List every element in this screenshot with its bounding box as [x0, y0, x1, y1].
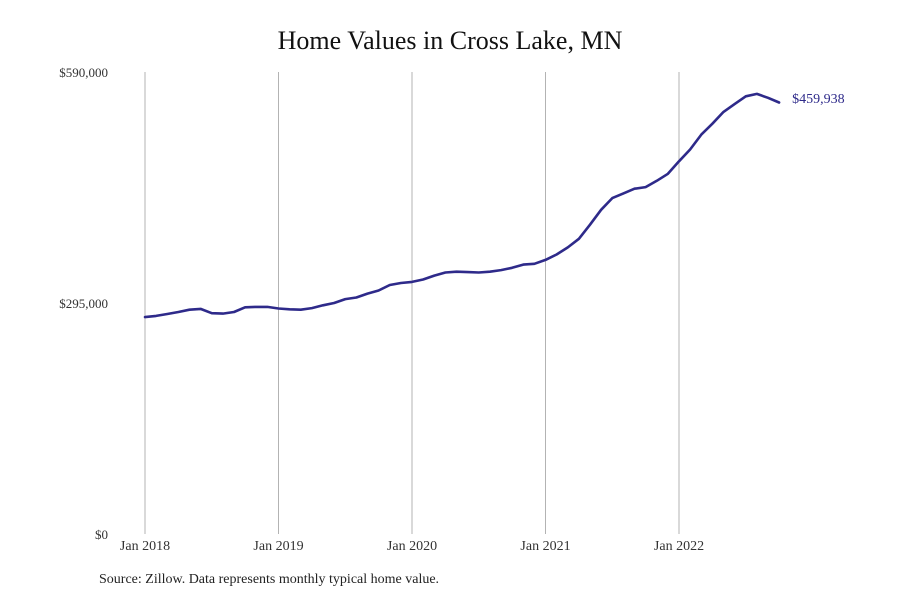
grid-layer [144, 72, 680, 534]
x-tick-label: Jan 2022 [654, 539, 704, 554]
series-line [143, 92, 781, 319]
x-axis-ticks: Jan 2018 Jan 2019 Jan 2020 Jan 2021 Jan 2022 [120, 539, 704, 554]
end-value-label: $459,938 [792, 92, 845, 107]
label-layer: $459,938 [792, 92, 845, 107]
series-layer [143, 92, 781, 319]
x-tick-label: Jan 2020 [387, 539, 437, 554]
y-tick-label: $0 [95, 527, 108, 542]
y-axis-ticks: $0 $295,000 $590,000 [59, 65, 108, 542]
x-tick-label: Jan 2019 [253, 539, 303, 554]
y-tick-label: $590,000 [59, 65, 108, 80]
y-tick-label: $295,000 [59, 296, 108, 311]
source-note: Source: Zillow. Data represents monthly … [99, 572, 440, 587]
x-tick-label: Jan 2021 [520, 539, 570, 554]
chart-title: Home Values in Cross Lake, MN [277, 26, 623, 55]
x-tick-label: Jan 2018 [120, 539, 170, 554]
